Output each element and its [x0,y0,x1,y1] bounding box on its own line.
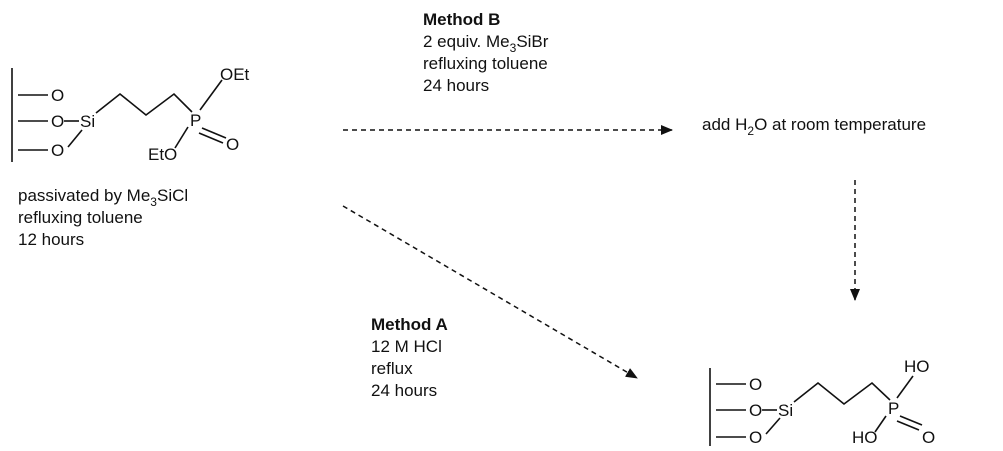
bond [896,420,920,431]
ethoxy-group-top: OEt [220,65,250,84]
bond [896,375,914,399]
passivation-line-1: passivated by Me3SiCl [18,186,188,209]
oxygen-atom: O [749,428,762,447]
method-a-line-2: reflux [371,359,413,378]
oxygen-atom: O [749,401,762,420]
phosphorus-atom: P [888,399,899,418]
oxo-oxygen-atom: O [922,428,935,447]
bond [899,415,923,426]
propyl-chain [793,381,891,406]
method-b-line-3: 24 hours [423,76,489,95]
hydroxyl-group-left: HO [852,428,878,447]
silicon-atom: Si [80,112,95,131]
hydroxyl-group-top: HO [904,357,930,376]
oxygen-atom: O [51,86,64,105]
passivation-conditions: passivated by Me3SiCl refluxing toluene … [18,186,188,249]
method-b-title: Method B [423,10,500,29]
method-b-line-1: 2 equiv. Me3SiBr [423,32,549,55]
method-b-conditions: Method B 2 equiv. Me3SiBr refluxing tolu… [423,10,549,95]
method-a-line-3: 24 hours [371,381,437,400]
bond [67,129,83,148]
intermediate-step: add H2O at room temperature [702,115,926,138]
method-b-line-2: refluxing toluene [423,54,548,73]
oxygen-atom: O [749,375,762,394]
method-a-line-1: 12 M HCl [371,337,442,356]
oxo-oxygen-atom: O [226,135,239,154]
oxygen-atom: O [51,141,64,160]
ethoxy-group-left: EtO [148,145,177,164]
method-a-conditions: Method A 12 M HCl reflux 24 hours [371,315,448,400]
bond [174,126,189,149]
bond [199,79,223,111]
method-a-title: Method A [371,315,448,334]
bond [765,417,781,435]
phosphorus-atom: P [190,111,201,130]
passivation-line-3: 12 hours [18,230,84,249]
passivation-line-2: refluxing toluene [18,208,143,227]
bond [874,415,887,433]
product-structure: O O O Si P HO HO O [709,357,935,447]
method-a-arrow [342,205,638,379]
bond [198,132,224,144]
oxygen-atom: O [51,112,64,131]
silicon-atom: Si [778,401,793,420]
bond [201,127,227,139]
propyl-chain [95,92,193,117]
starting-material-structure: O O O Si P OEt EtO O [11,65,250,164]
